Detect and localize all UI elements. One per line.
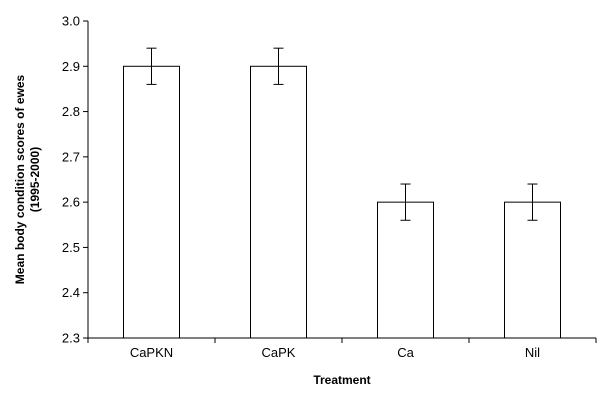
x-tick-label: Ca: [397, 345, 414, 360]
y-ticks: 2.3 2.4 2.5 2.6 2.7 2.8 2.9 3.0: [62, 14, 88, 346]
y-tick-label: 2.7: [62, 149, 80, 164]
bars-layer: [123, 65, 561, 339]
x-tick-label: CaPKN: [130, 345, 173, 360]
y-tick-label: 2.6: [62, 195, 80, 210]
y-tick-label: 2.3: [62, 331, 80, 346]
bar: [504, 201, 561, 339]
bar: [250, 65, 307, 339]
y-tick-label: 3.0: [62, 14, 80, 29]
bar: [377, 201, 434, 339]
y-tick-label: 2.4: [62, 285, 80, 300]
x-tick-label: Nil: [525, 345, 540, 360]
y-tick-label: 2.9: [62, 59, 80, 74]
x-ticks: CaPKN CaPK Ca Nil: [87, 338, 597, 360]
y-tick-label: 2.8: [62, 104, 80, 119]
y-axis-title-line-2: (1995-2000): [28, 147, 42, 212]
y-axis-title-line-1: Mean body condition scores of ewes: [13, 74, 27, 284]
y-tick-label: 2.5: [62, 240, 80, 255]
x-axis-title: Treatment: [313, 373, 370, 387]
x-tick-label: CaPK: [262, 345, 296, 360]
bar: [123, 65, 180, 339]
error-bars-layer: [146, 47, 538, 221]
